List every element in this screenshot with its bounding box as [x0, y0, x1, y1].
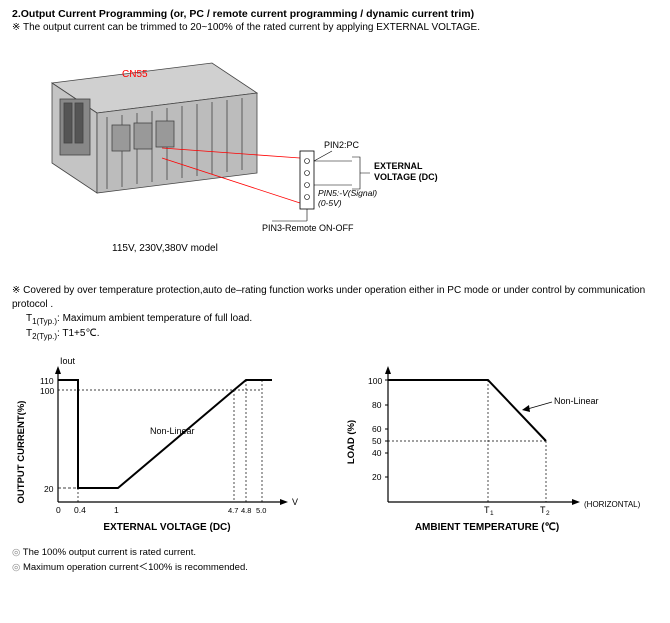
- footer-note-2: Maximum operation current＜100% is recomm…: [12, 561, 658, 575]
- svg-text:80: 80: [372, 400, 382, 410]
- svg-text:5.0: 5.0: [256, 506, 266, 515]
- desc-line2: T1(Typ.): Maximum ambient temperature of…: [12, 312, 658, 327]
- chart2-nonlinear: Non-Linear: [554, 396, 599, 406]
- chart2-ylabel: LOAD (%): [346, 420, 357, 464]
- section-title: 2.Output Current Programming (or, PC / r…: [12, 8, 658, 20]
- desc-line1: Covered by over temperature protection,a…: [12, 284, 658, 312]
- svg-text:PIN2:PC: PIN2:PC: [324, 140, 360, 150]
- svg-text:(HORIZONTAL): (HORIZONTAL): [584, 500, 641, 509]
- description-block: Covered by over temperature protection,a…: [12, 284, 658, 342]
- svg-text:50: 50: [372, 436, 382, 446]
- svg-text:V: V: [292, 497, 298, 507]
- svg-text:110: 110: [40, 376, 54, 386]
- svg-text:1: 1: [114, 505, 119, 515]
- device-illustration: CN55 PIN2:PC EXTERNAL VOLTAGE (DC) PIN5:…: [12, 53, 658, 233]
- desc-line3: T2(Typ.): T1+5℃.: [12, 327, 658, 342]
- footer-notes: The 100% output current is rated current…: [12, 546, 658, 575]
- svg-text:PIN5:-V(Signal): PIN5:-V(Signal): [318, 188, 377, 198]
- svg-text:PIN3-Remote ON-OFF: PIN3-Remote ON-OFF: [262, 223, 354, 233]
- model-caption: 115V, 230V,380V model: [12, 243, 658, 254]
- svg-text:0.4: 0.4: [74, 505, 86, 515]
- chart1-ylabel: OUTPUT CURRENT(%): [16, 401, 27, 504]
- svg-text:0: 0: [56, 505, 61, 515]
- chart-output-current: Iout OUTPUT CURRENT(%) 110 100 20 0 0.4 …: [12, 352, 312, 532]
- charts-row: Iout OUTPUT CURRENT(%) 110 100 20 0 0.4 …: [12, 352, 658, 532]
- svg-text:20: 20: [372, 472, 382, 482]
- chart1-nonlinear: Non-Linear: [150, 426, 195, 436]
- svg-text:VOLTAGE (DC): VOLTAGE (DC): [374, 172, 438, 182]
- svg-text:4.8: 4.8: [241, 506, 251, 515]
- footer-note-1: The 100% output current is rated current…: [12, 546, 658, 560]
- svg-text:EXTERNAL: EXTERNAL: [374, 161, 423, 171]
- chart1-xtitle: EXTERNAL VOLTAGE (DC): [103, 522, 230, 532]
- svg-text:4.7: 4.7: [228, 506, 238, 515]
- svg-text:2: 2: [546, 510, 550, 517]
- header-note: The output current can be trimmed to 20~…: [12, 22, 658, 33]
- svg-text:20: 20: [44, 484, 54, 494]
- svg-text:100: 100: [368, 376, 382, 386]
- svg-text:60: 60: [372, 424, 382, 434]
- svg-text:100: 100: [40, 386, 54, 396]
- svg-text:1: 1: [490, 510, 494, 517]
- chart1-iout-label: Iout: [60, 356, 76, 366]
- chart-ambient-temp: LOAD (%) (HORIZONTAL) 100 80 60 50 40 20…: [342, 352, 642, 532]
- svg-text:40: 40: [372, 448, 382, 458]
- callout-cn55: CN55: [122, 69, 148, 80]
- svg-text:(0-5V): (0-5V): [318, 198, 342, 208]
- chart2-xtitle: AMBIENT TEMPERATURE (℃): [415, 522, 559, 532]
